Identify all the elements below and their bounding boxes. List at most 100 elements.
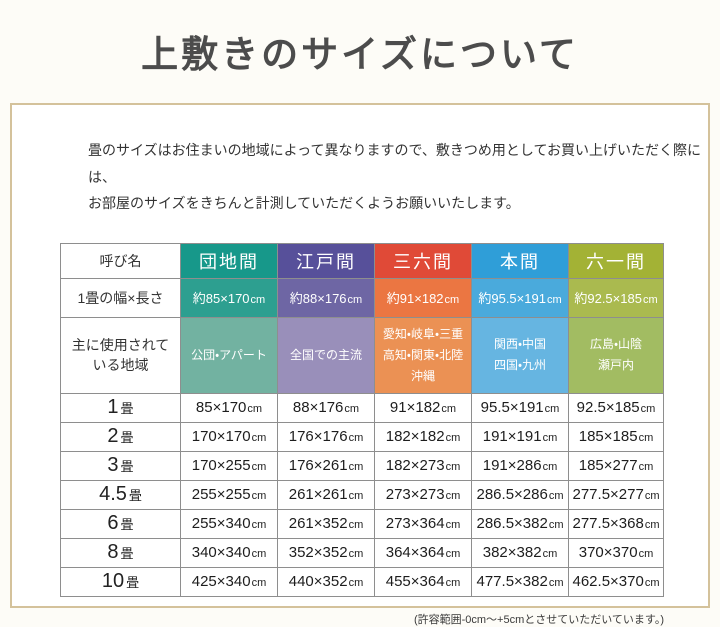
unit-label: cm bbox=[251, 548, 267, 561]
page-title: 上敷きのサイズについて bbox=[141, 32, 579, 76]
table-row-4-5jo: 4.5 畳 255×255cm 261×261cm 273×273cm 286.5… bbox=[60, 479, 664, 510]
header-row: 呼び名 団地間 江戸間 三六間 本間 六一間 bbox=[60, 242, 664, 279]
mat-size-honma: 約95.5×191cm bbox=[471, 277, 569, 318]
cell-value: 286.5×382cm bbox=[471, 508, 569, 539]
unit-label: cm bbox=[251, 519, 267, 532]
cell-value: 261×261cm bbox=[277, 479, 375, 510]
table-row-10jo: 10 畳 425×340cm 440×352cm 455×364cm 477.5×… bbox=[60, 566, 664, 597]
cell-value: 382×382cm bbox=[471, 537, 569, 568]
unit-label: cm bbox=[544, 403, 560, 416]
unit-label: cm bbox=[640, 403, 656, 416]
unit-label: cm bbox=[542, 432, 558, 445]
column-header-sanrokuma: 三六間 bbox=[374, 242, 472, 279]
cell-value: 185×185cm bbox=[568, 421, 664, 452]
cell-value: 91×182cm bbox=[374, 392, 472, 423]
content-panel: 畳のサイズはお住まいの地域によって異なりますので、敷きつめ用としてお買い上げいた… bbox=[10, 103, 710, 626]
cell-value: 185×277cm bbox=[568, 450, 664, 481]
mat-size-danchima: 約85×170cm bbox=[180, 277, 278, 318]
description-line-2: お部屋のサイズをきちんと計測していただくようお願いいたします。 bbox=[88, 195, 520, 212]
cell-value: 455×364cm bbox=[374, 566, 472, 597]
cell-value: 261×352cm bbox=[277, 508, 375, 539]
unit-label: cm bbox=[638, 548, 654, 561]
unit-label: cm bbox=[445, 461, 461, 474]
region-rokuichima: 広島・山陰 瀬戸内 bbox=[568, 316, 664, 394]
cell-value: 352×352cm bbox=[277, 537, 375, 568]
unit-label: cm bbox=[348, 548, 364, 561]
unit-label: cm bbox=[251, 432, 267, 445]
row-label: 10 畳 bbox=[60, 566, 181, 597]
unit-label: cm bbox=[638, 461, 654, 474]
unit-label: cm bbox=[445, 548, 461, 561]
unit-label: cm bbox=[444, 294, 460, 307]
row-label: 4.5 畳 bbox=[60, 479, 181, 510]
cell-value: 255×255cm bbox=[180, 479, 278, 510]
unit-label: cm bbox=[348, 432, 364, 445]
unit-label: cm bbox=[348, 490, 364, 503]
region-row-label: 主に使用されている地域 bbox=[60, 316, 181, 394]
cell-value: 273×364cm bbox=[374, 508, 472, 539]
unit-label: cm bbox=[644, 577, 660, 590]
unit-label: cm bbox=[347, 294, 363, 307]
cell-value: 425×340cm bbox=[180, 566, 278, 597]
column-header-rokuichima: 六一間 bbox=[568, 242, 664, 279]
region-danchima: 公団・アパート bbox=[180, 316, 278, 394]
cell-value: 277.5×277cm bbox=[568, 479, 664, 510]
unit-label: cm bbox=[441, 403, 457, 416]
mat-size-rokuichima: 約92.5×185cm bbox=[568, 277, 664, 318]
unit-label: cm bbox=[546, 294, 562, 307]
region-honma: 関西・中国 四国・九州 bbox=[471, 316, 569, 394]
tolerance-note: (許容範囲-0cm～+5cmとさせていただいています。) bbox=[413, 613, 664, 626]
cell-value: 191×191cm bbox=[471, 421, 569, 452]
region-sanrokuma: 愛知・岐阜・三重 高知・関東・北陸 沖縄 bbox=[374, 316, 472, 394]
unit-label: cm bbox=[445, 577, 461, 590]
unit-label: cm bbox=[644, 519, 660, 532]
column-header-danchima: 団地間 bbox=[180, 242, 278, 279]
cell-value: 477.5×382cm bbox=[471, 566, 569, 597]
cell-value: 286.5×286cm bbox=[471, 479, 569, 510]
cell-value: 170×255cm bbox=[180, 450, 278, 481]
region-row: 主に使用されている地域 公団・アパート 全国での主流 愛知・岐阜・三重 高知・関… bbox=[60, 316, 664, 394]
unit-label: cm bbox=[642, 294, 658, 307]
unit-label: cm bbox=[251, 461, 267, 474]
corner-header: 呼び名 bbox=[60, 242, 181, 279]
cell-value: 182×273cm bbox=[374, 450, 472, 481]
unit-label: cm bbox=[348, 461, 364, 474]
unit-label: cm bbox=[250, 294, 266, 307]
unit-label: cm bbox=[542, 461, 558, 474]
unit-label: cm bbox=[348, 519, 364, 532]
column-header-honma: 本間 bbox=[471, 242, 569, 279]
unit-label: cm bbox=[548, 490, 564, 503]
unit-label: cm bbox=[344, 403, 360, 416]
unit-label: cm bbox=[251, 577, 267, 590]
cell-value: 440×352cm bbox=[277, 566, 375, 597]
description-line-1: 畳のサイズはお住まいの地域によって異なりますので、敷きつめ用としてお買い上げいた… bbox=[88, 142, 702, 185]
unit-label: cm bbox=[348, 577, 364, 590]
unit-label: cm bbox=[251, 490, 267, 503]
mat-size-row-label: 1畳の幅×長さ bbox=[60, 277, 181, 318]
unit-label: cm bbox=[548, 519, 564, 532]
cell-value: 340×340cm bbox=[180, 537, 278, 568]
cell-value: 191×286cm bbox=[471, 450, 569, 481]
cell-value: 277.5×368cm bbox=[568, 508, 664, 539]
unit-label: cm bbox=[644, 490, 660, 503]
cell-value: 85×170cm bbox=[180, 392, 278, 423]
unit-label: cm bbox=[548, 577, 564, 590]
region-edoma: 全国での主流 bbox=[277, 316, 375, 394]
cell-value: 176×261cm bbox=[277, 450, 375, 481]
cell-value: 364×364cm bbox=[374, 537, 472, 568]
unit-label: cm bbox=[445, 432, 461, 445]
cell-value: 176×176cm bbox=[277, 421, 375, 452]
description: 畳のサイズはお住まいの地域によって異なりますので、敷きつめ用としてお買い上げいた… bbox=[88, 137, 708, 217]
cell-value: 95.5×191cm bbox=[471, 392, 569, 423]
cell-value: 462.5×370cm bbox=[568, 566, 664, 597]
cell-value: 88×176cm bbox=[277, 392, 375, 423]
